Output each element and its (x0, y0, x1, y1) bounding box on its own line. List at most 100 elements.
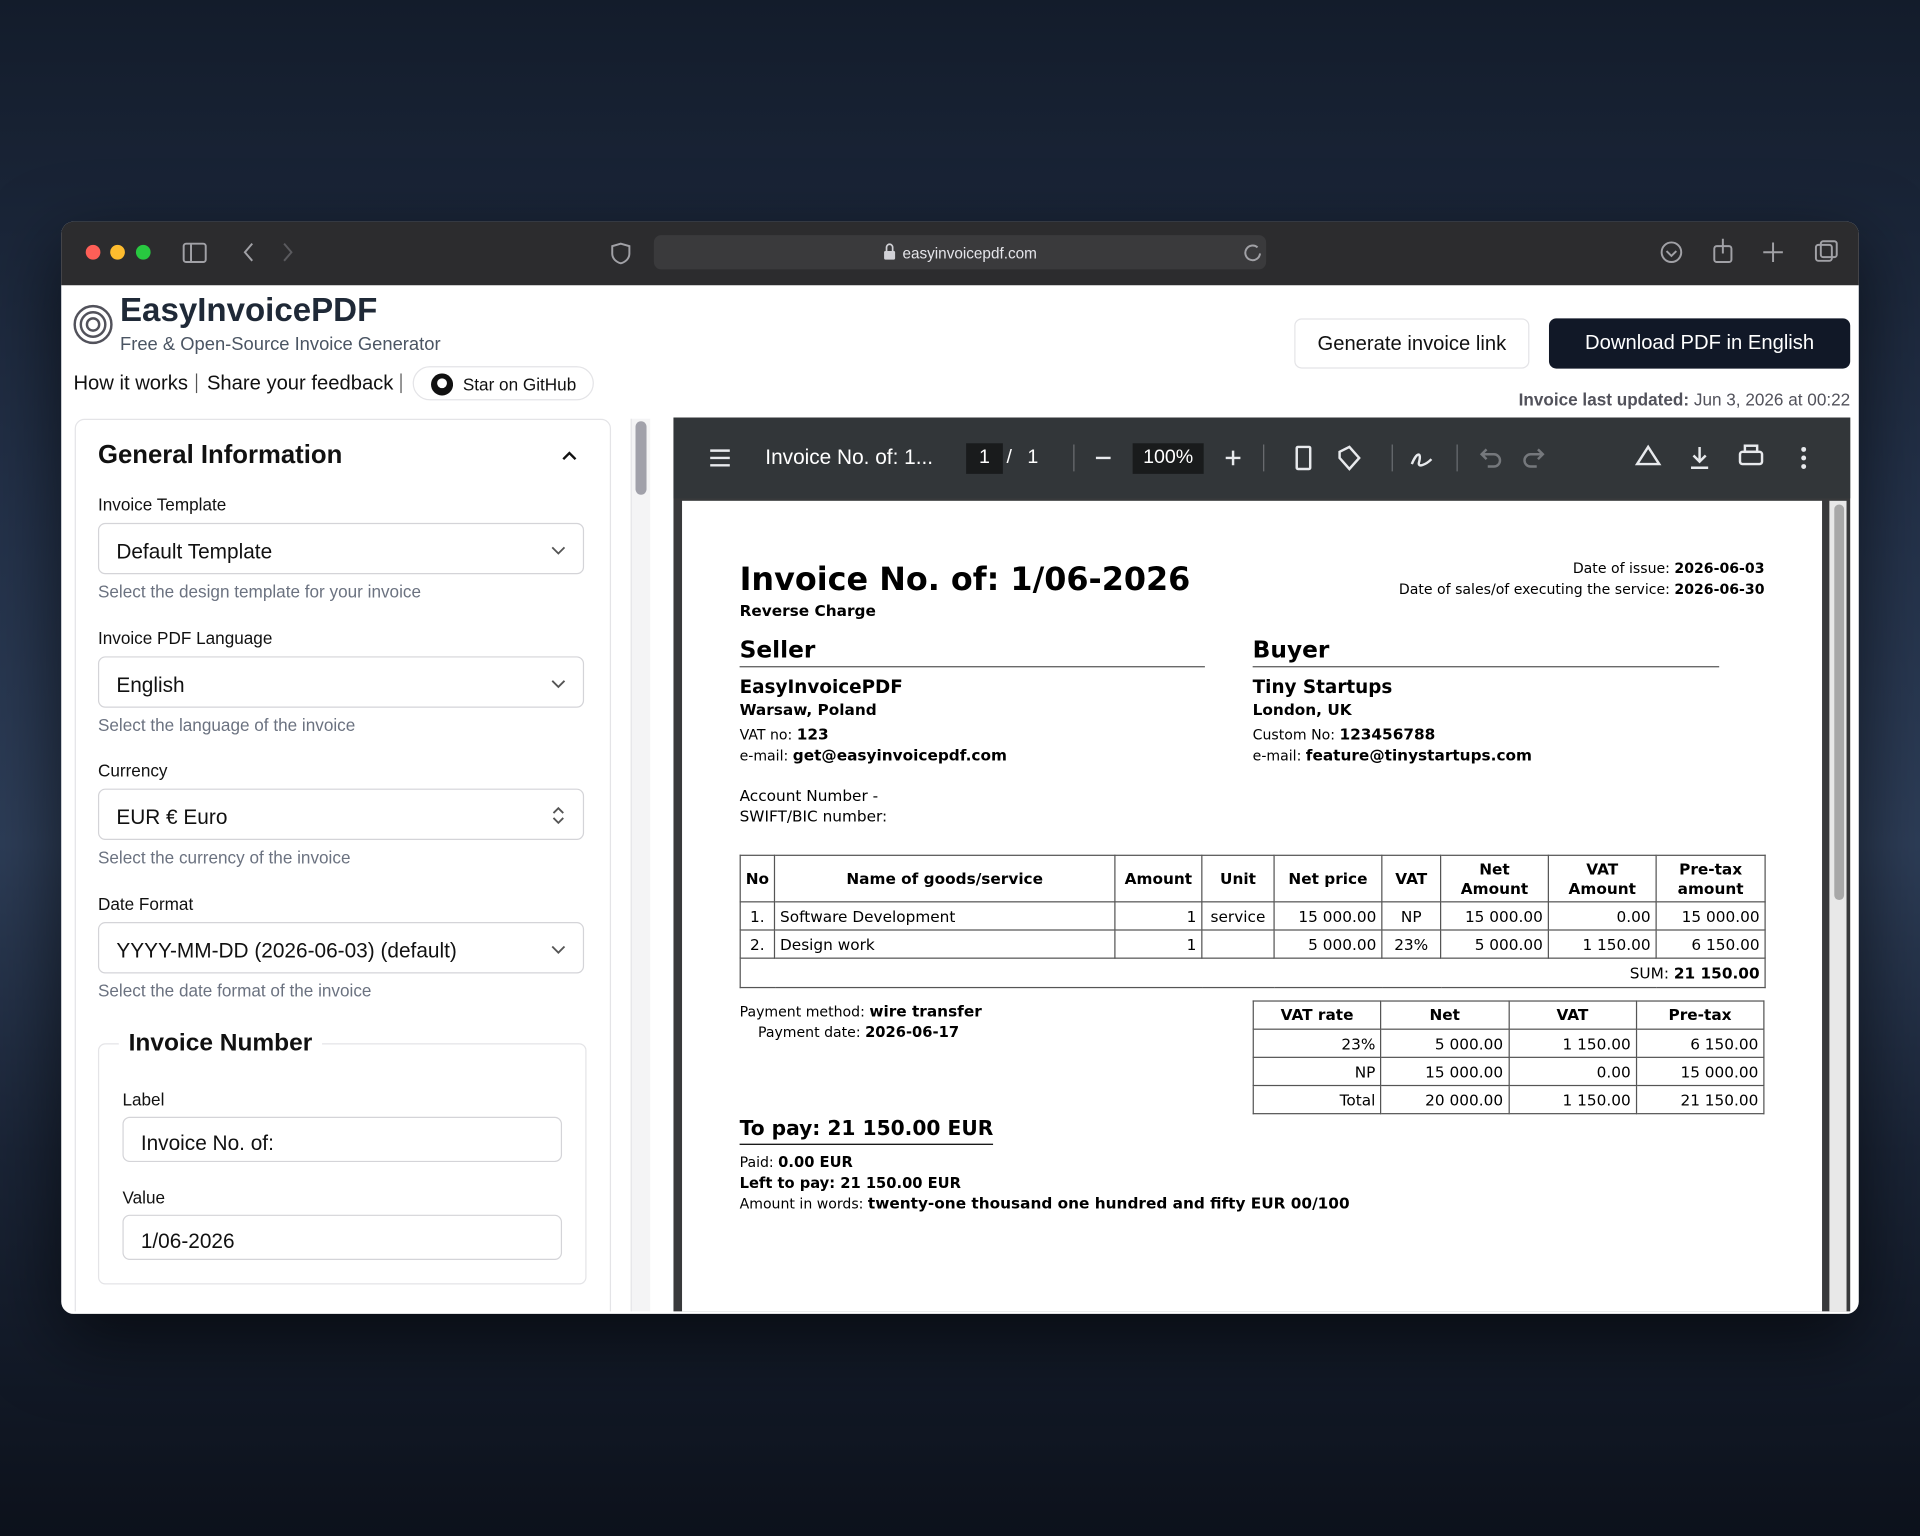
button-label: Download PDF in English (1585, 331, 1815, 354)
rect-shape (1132, 443, 1204, 474)
text-input[interactable]: 1/06-2026 (122, 1214, 563, 1261)
rect-shape (1819, 240, 1838, 259)
buyer-custom-no: Custom No: 123456788 (1253, 724, 1436, 744)
collapse-icon[interactable] (561, 449, 578, 461)
circle-shape (1801, 464, 1807, 469)
polyline-shape (283, 243, 293, 262)
label: e-mail: (739, 746, 789, 765)
scrollbar-thumb[interactable] (635, 421, 647, 495)
circle-shape (73, 304, 113, 345)
date-label: Date of issue: (1572, 559, 1670, 577)
github-icon (431, 373, 454, 396)
vat-row: NP 15 000.00 0.00 15 000.00 (1252, 1056, 1765, 1087)
circle-shape (1660, 241, 1683, 264)
swift: SWIFT/BIC number: (739, 806, 888, 826)
vat-cell: 1 150.00 (1507, 1028, 1637, 1058)
zoom-level[interactable]: 100% (1143, 446, 1194, 468)
text-input[interactable]: Invoice No. of: (122, 1116, 563, 1163)
field-label: Currency (97, 760, 168, 781)
buyer-address: London, UK (1252, 700, 1352, 719)
rect-shape (966, 443, 1003, 474)
circle-shape (135, 244, 151, 260)
url: easyinvoicepdf.com (902, 244, 1037, 263)
value: 0.00 EUR (778, 1153, 853, 1171)
circle-shape (85, 317, 101, 332)
path-shape (885, 243, 894, 252)
sum-label: SUM: (1629, 963, 1670, 983)
invoice-note: Reverse Charge (739, 601, 876, 620)
item-row: 2. Design work 1 5 000.00 23% 5 000.00 1 150.0… (739, 929, 1766, 959)
header-row: No Name of goods/service Amount Unit Net pri… (739, 854, 1766, 903)
sales-date: Date of sales/of executing the service: … (1399, 582, 1765, 597)
select[interactable]: English (97, 655, 585, 708)
select[interactable]: Default Template (97, 522, 585, 575)
items-table: No Name of goods/service Amount Unit Net pri… (739, 854, 1766, 989)
vat-summary-table: VAT rate Net VAT Pre-tax 23% 5 000.00 1 150.00… (1252, 1000, 1765, 1115)
select[interactable]: EUR € Euro (97, 788, 585, 841)
seller-vat: VAT no: 123 (739, 726, 829, 744)
value: wire transfer (869, 1001, 982, 1021)
seller-name: EasyInvoicePDF (739, 675, 903, 698)
label: VAT no: (739, 726, 793, 744)
app-title: EasyInvoicePDF (120, 291, 378, 329)
item-cell: 6 150.00 (1655, 929, 1766, 959)
date-value: 2026-06-03 (1674, 559, 1765, 577)
header-cell: Pre-tax amount (1655, 854, 1766, 903)
item-cell: 15 000.00 (1273, 901, 1383, 931)
value: 123456788 (1339, 724, 1436, 744)
page-input[interactable]: 1 (979, 446, 990, 468)
nav-link[interactable]: How it works (73, 372, 188, 395)
buyer-name: Tiny Startups (1252, 675, 1393, 698)
item-cell: Design work (773, 929, 1116, 959)
item-cell: 15 000.00 (1440, 901, 1549, 931)
chevron-icon (551, 945, 566, 954)
vat-cell: 21 150.00 (1635, 1084, 1765, 1115)
last-updated-value: Jun 3, 2026 at 00:22 (1693, 389, 1851, 409)
polyline-shape (562, 451, 577, 461)
header-cell: Name of goods/service (773, 854, 1116, 903)
circle-shape (1801, 446, 1807, 452)
field-label: Invoice Template (97, 494, 227, 515)
download-button[interactable]: Download PDF in English (1548, 318, 1851, 369)
header-cell: Unit (1201, 854, 1275, 903)
item-cell (1201, 929, 1275, 959)
browser-toolbar: easyinvoicepdf.com (61, 221, 1859, 286)
select[interactable]: YYYY-MM-DD (2026-06-03) (default) (97, 921, 585, 973)
item-cell: NP (1381, 901, 1442, 931)
vat-cell: 23% (1252, 1028, 1382, 1058)
rect-shape (1738, 450, 1764, 466)
polyline-shape (551, 546, 566, 555)
left-to-pay: Left to pay: 21 150.00 EUR (740, 1176, 961, 1191)
vat-cell: NP (1252, 1056, 1382, 1087)
paid: Paid: 0.00 EUR (740, 1155, 853, 1170)
nav-link[interactable]: Share your feedback (206, 372, 394, 395)
seller-address: Warsaw, Poland (739, 700, 877, 719)
field-help: Select the currency of the invoice (97, 847, 351, 867)
rect-shape (884, 251, 896, 260)
chevron-icon (551, 679, 566, 688)
field-help: Select the date format of the invoice (97, 980, 372, 1000)
github-button[interactable]: Star on GitHub (412, 366, 594, 401)
vat-cell: 6 150.00 (1635, 1028, 1765, 1058)
select-value: YYYY-MM-DD (2026-06-03) (default) (116, 938, 457, 962)
vat-cell: 15 000.00 (1380, 1056, 1510, 1087)
header-cell: VAT (1381, 854, 1442, 903)
payment-method: Payment method: wire transfer (740, 1001, 982, 1021)
generate-link-button[interactable]: Generate invoice link (1294, 318, 1530, 369)
rect-shape (182, 242, 207, 264)
separator (195, 373, 198, 394)
polyline-shape (551, 679, 566, 688)
page-separator: / (1006, 446, 1012, 468)
label: Amount in words: (739, 1195, 864, 1213)
polyline-shape (243, 243, 253, 262)
viewer-scrollbar-thumb[interactable] (1834, 504, 1845, 901)
value: 2026-06-17 (865, 1023, 960, 1041)
select-value: English (116, 672, 185, 697)
separator (400, 373, 402, 394)
label: Paid: (739, 1153, 774, 1171)
updown-icon (552, 806, 564, 825)
path-shape (611, 242, 631, 265)
item-cell: 5 000.00 (1440, 929, 1549, 959)
